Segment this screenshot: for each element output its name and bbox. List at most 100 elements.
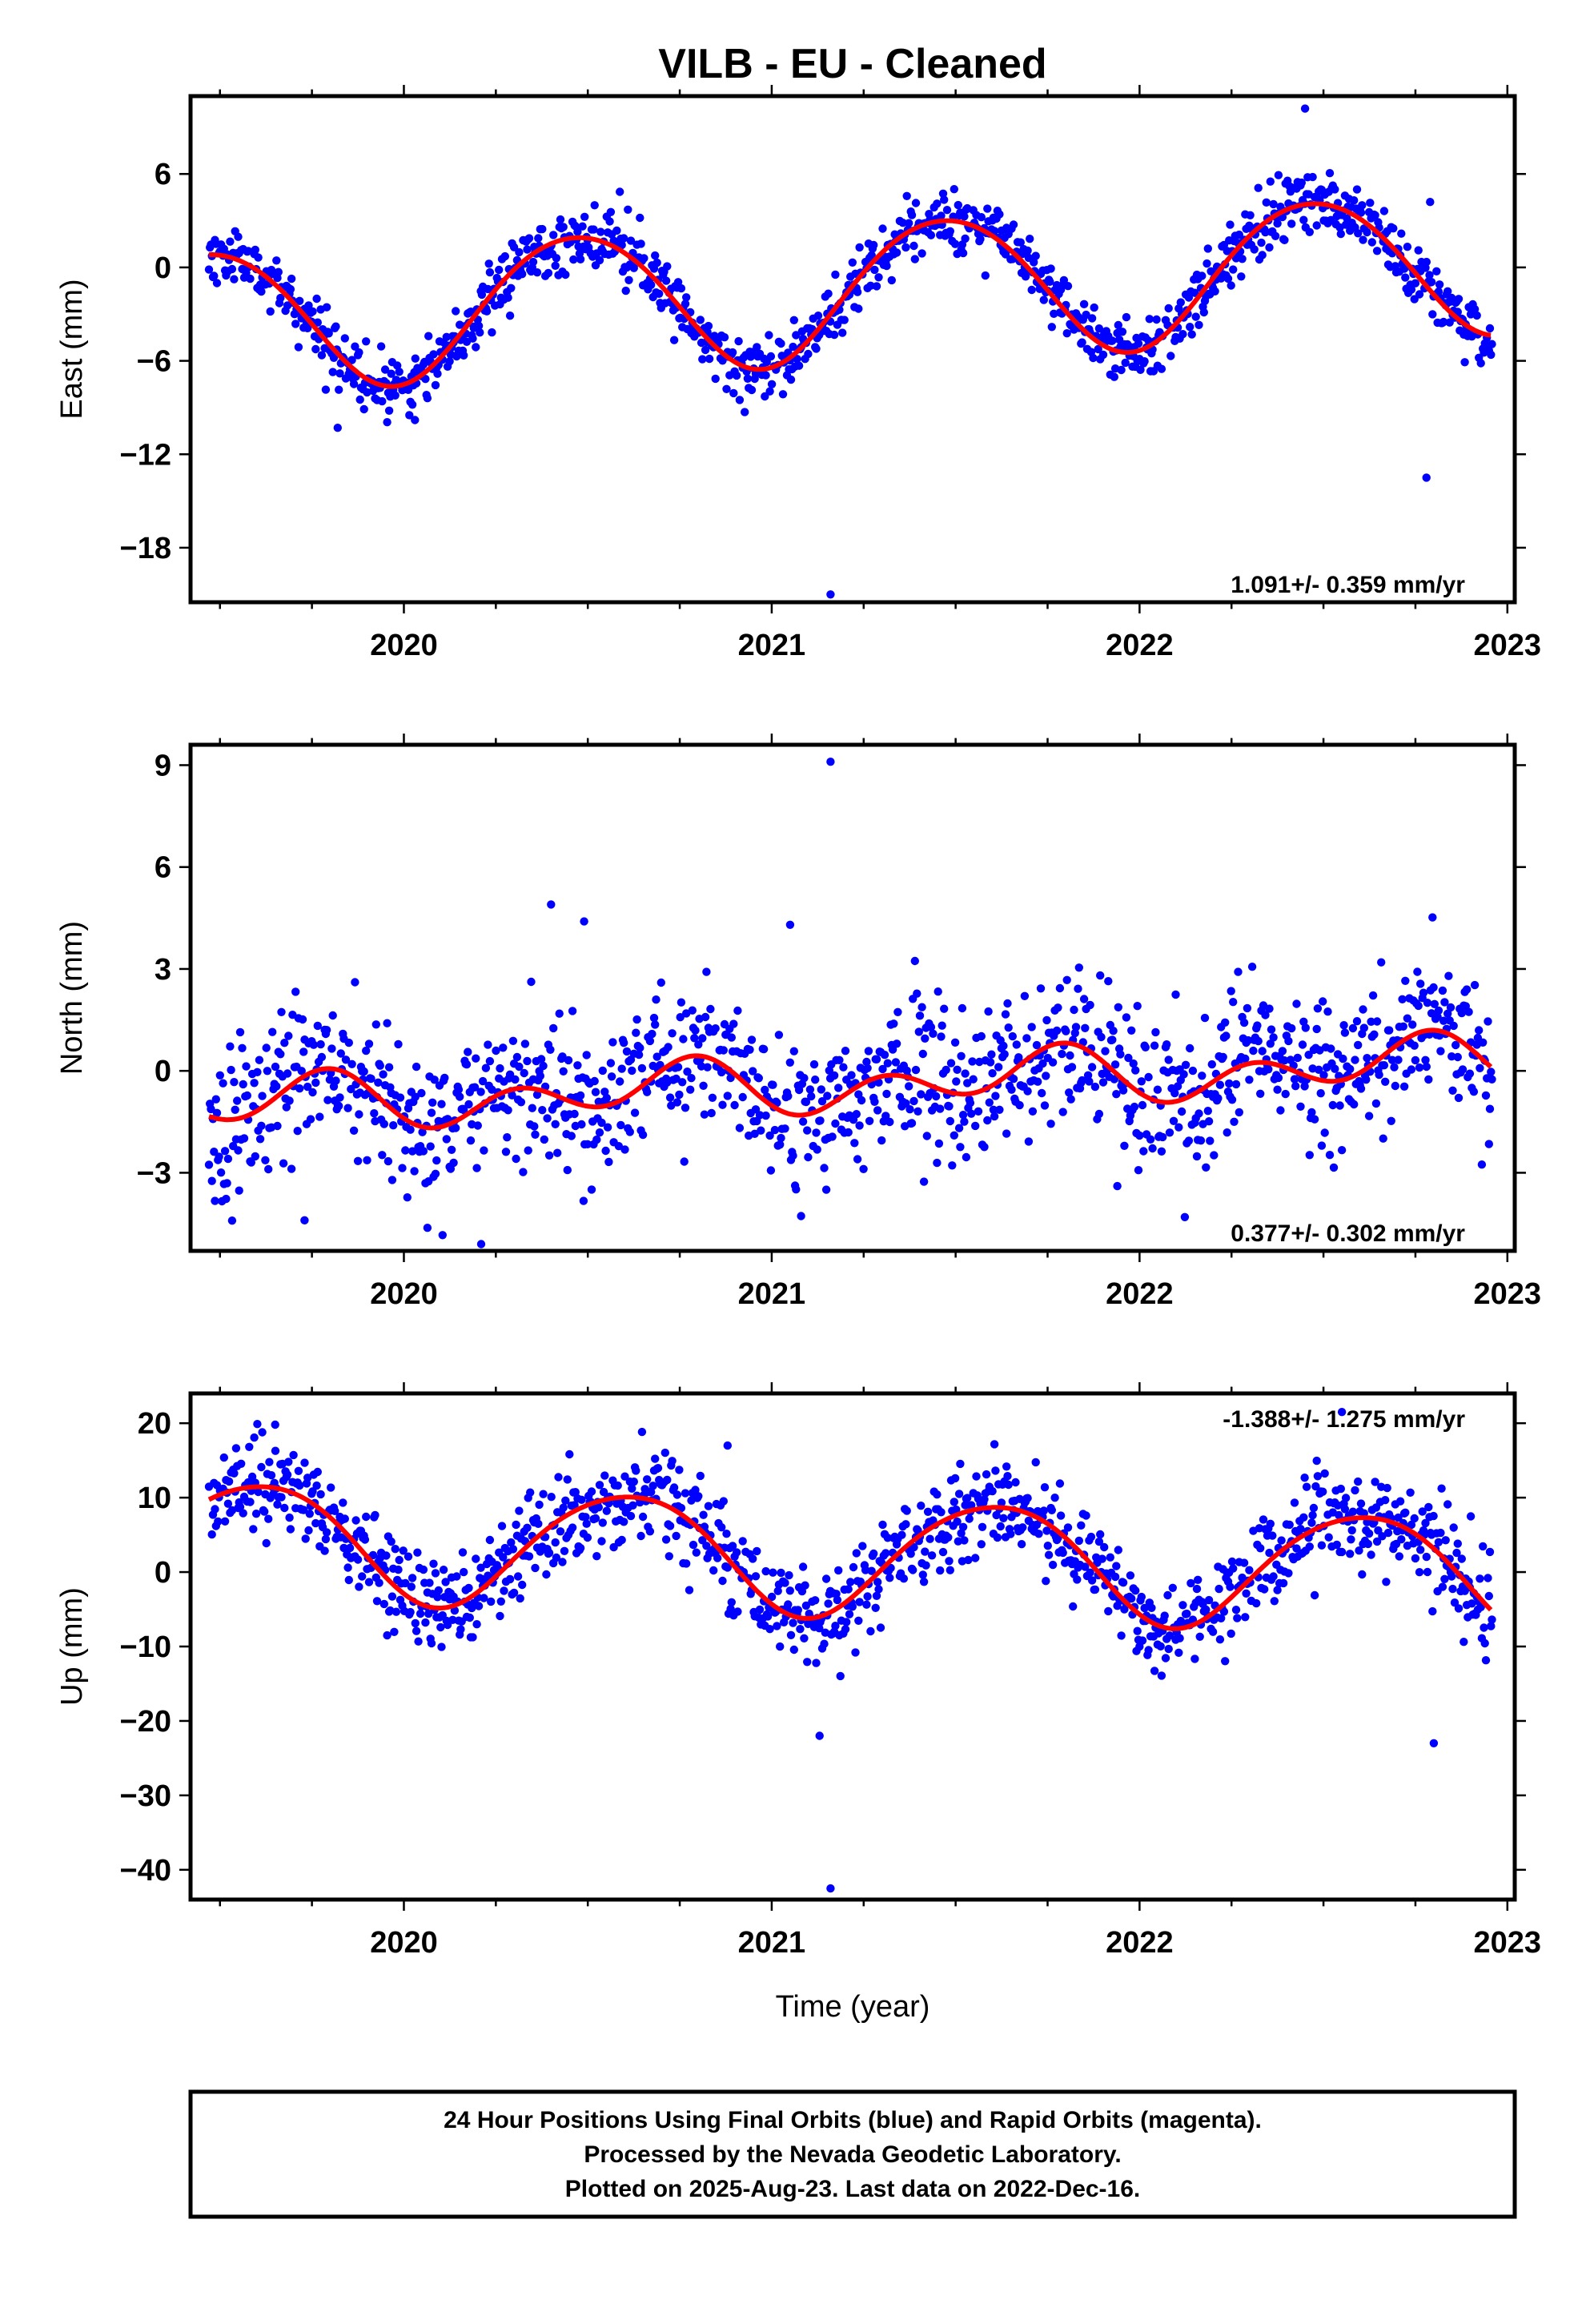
y-tick-label: −10 (120, 1630, 171, 1664)
data-point (1087, 314, 1097, 323)
data-point (207, 1530, 216, 1539)
data-point (870, 1097, 879, 1107)
y-tick-label: −12 (120, 438, 171, 472)
data-point (726, 1604, 735, 1614)
data-point (1418, 1507, 1427, 1516)
data-point (910, 255, 920, 263)
data-point (235, 1186, 243, 1195)
data-point (1208, 1627, 1218, 1636)
data-point (460, 1105, 468, 1115)
data-point (918, 1049, 928, 1059)
data-point (303, 324, 312, 332)
data-point (590, 201, 599, 210)
data-point (1480, 1638, 1489, 1648)
data-point (915, 1011, 925, 1020)
data-point (531, 1563, 540, 1573)
data-point (524, 234, 534, 243)
x-tick-label: 2021 (738, 1277, 806, 1311)
data-point (532, 1090, 542, 1100)
data-point (266, 307, 275, 316)
data-point (628, 1484, 636, 1494)
data-point (1398, 995, 1407, 1004)
data-point (477, 290, 487, 300)
data-point (484, 1571, 492, 1580)
data-point (616, 187, 624, 196)
data-point (1031, 251, 1040, 260)
data-point (242, 1062, 251, 1071)
data-point (1112, 1562, 1121, 1570)
data-point (327, 1483, 335, 1492)
data-point (733, 1006, 742, 1015)
data-point (389, 1121, 398, 1130)
data-point (1122, 1013, 1131, 1022)
data-point (1043, 1542, 1053, 1550)
data-point (582, 1051, 591, 1059)
data-point (599, 1487, 608, 1497)
data-point (1421, 1518, 1430, 1528)
data-point (606, 207, 616, 216)
data-point (1348, 1023, 1358, 1033)
data-point (1227, 1629, 1235, 1638)
data-point (1163, 1590, 1172, 1600)
data-point (1059, 275, 1069, 285)
data-point (418, 1128, 427, 1136)
data-point (1311, 1482, 1320, 1491)
data-point (913, 1526, 922, 1535)
data-point (807, 1092, 816, 1101)
data-point (1055, 983, 1065, 993)
data-point (765, 1625, 774, 1634)
data-point (271, 1420, 279, 1429)
data-point (1325, 169, 1335, 178)
data-point (953, 1065, 962, 1075)
data-point (997, 1498, 1006, 1507)
data-point (515, 247, 524, 257)
data-point (351, 1516, 360, 1525)
data-point (706, 1004, 715, 1014)
data-point (729, 1019, 738, 1028)
data-point (339, 1498, 347, 1507)
data-point (589, 225, 598, 234)
data-point (833, 1595, 842, 1605)
data-point (1078, 338, 1086, 347)
data-point (647, 1487, 656, 1497)
data-point (519, 1168, 528, 1176)
data-point (549, 231, 558, 239)
data-point (333, 424, 342, 432)
data-point (258, 1092, 267, 1100)
data-point (1358, 1570, 1367, 1579)
data-point (614, 1142, 624, 1151)
data-point (1464, 1007, 1473, 1016)
data-point (999, 1041, 1008, 1051)
data-point (690, 1034, 699, 1043)
data-point (1441, 1536, 1450, 1545)
data-point (945, 1102, 954, 1111)
data-point (413, 1548, 422, 1557)
data-point (718, 1100, 727, 1109)
data-point (1164, 304, 1173, 313)
data-point (660, 1448, 669, 1458)
data-point (335, 1101, 343, 1111)
data-point (677, 998, 686, 1007)
data-point (246, 1498, 255, 1506)
data-point (1312, 1024, 1321, 1034)
data-point (583, 1533, 592, 1542)
data-point (1108, 336, 1117, 345)
data-point (1277, 1536, 1286, 1545)
data-point (580, 212, 589, 221)
data-point (1356, 1499, 1366, 1508)
footer-frame (188, 2089, 1517, 2219)
data-point (391, 1545, 400, 1554)
data-point (568, 1007, 577, 1015)
data-point (425, 1578, 434, 1587)
x-tick-label: 2022 (1106, 1277, 1174, 1311)
data-point (624, 205, 632, 214)
data-point (1312, 1456, 1321, 1466)
data-point (927, 1551, 937, 1560)
data-point (1063, 282, 1073, 291)
data-point (1094, 1109, 1104, 1119)
data-point (265, 1458, 274, 1466)
data-point (1188, 1066, 1198, 1076)
data-point (1241, 1054, 1250, 1063)
data-point (1082, 1511, 1090, 1520)
data-point (1186, 1578, 1195, 1588)
